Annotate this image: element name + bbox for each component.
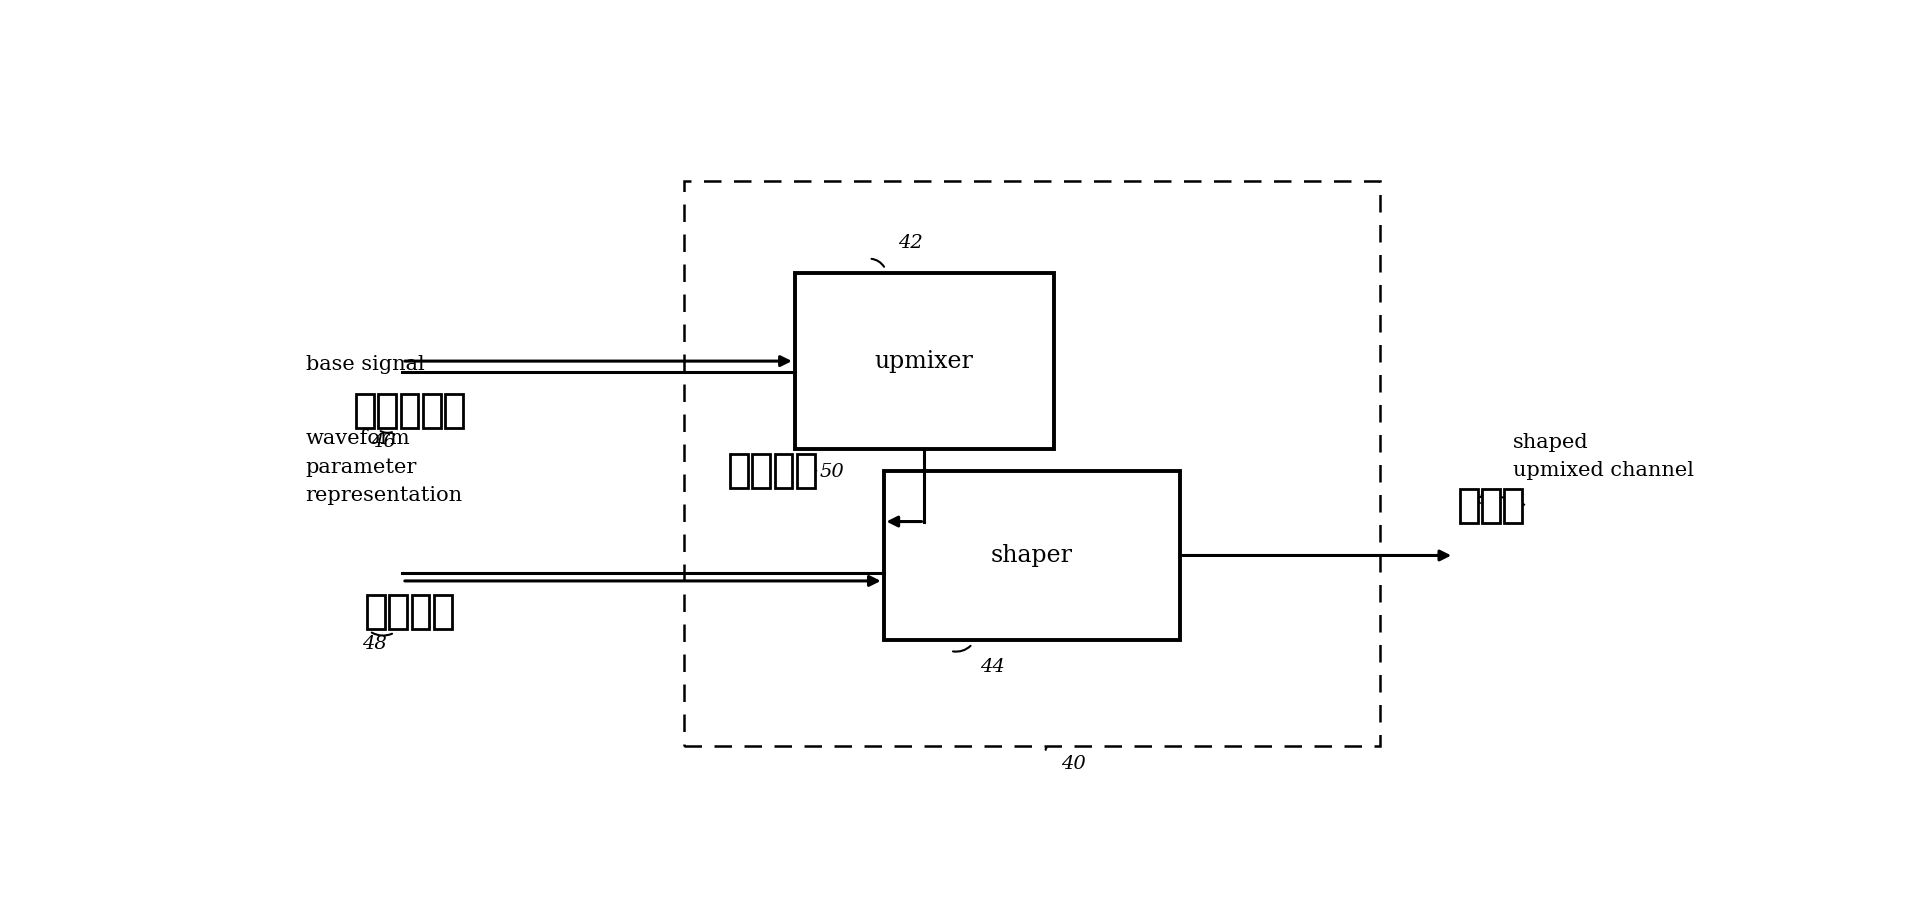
Bar <box>434 595 451 629</box>
Text: parameter: parameter <box>306 458 417 476</box>
Bar <box>797 453 815 487</box>
Text: upmixer: upmixer <box>876 350 973 373</box>
Bar <box>795 273 1054 450</box>
Bar <box>753 453 771 487</box>
Text: 46: 46 <box>371 433 396 451</box>
Bar <box>683 181 1380 746</box>
Bar <box>367 595 384 629</box>
Text: 44: 44 <box>979 658 1004 676</box>
Text: shaped: shaped <box>1512 433 1589 452</box>
Bar <box>411 595 430 629</box>
Text: representation: representation <box>306 486 463 505</box>
Text: base signal: base signal <box>306 355 424 375</box>
Bar <box>883 471 1180 641</box>
Bar <box>423 394 440 428</box>
Bar <box>390 595 407 629</box>
Text: 50: 50 <box>820 463 845 481</box>
Bar <box>1482 489 1501 523</box>
Bar <box>379 394 396 428</box>
Text: 42: 42 <box>899 233 923 252</box>
Text: 48: 48 <box>361 634 386 653</box>
Bar <box>1461 489 1478 523</box>
Text: shaper: shaper <box>990 544 1073 567</box>
Text: waveform: waveform <box>306 430 411 448</box>
Text: 52: 52 <box>1478 490 1503 508</box>
Bar <box>1505 489 1522 523</box>
Bar <box>400 394 419 428</box>
Bar <box>445 394 463 428</box>
Text: upmixed channel: upmixed channel <box>1512 461 1694 480</box>
Text: 40: 40 <box>1061 755 1086 773</box>
Bar <box>774 453 792 487</box>
Bar <box>356 394 375 428</box>
Bar <box>730 453 748 487</box>
